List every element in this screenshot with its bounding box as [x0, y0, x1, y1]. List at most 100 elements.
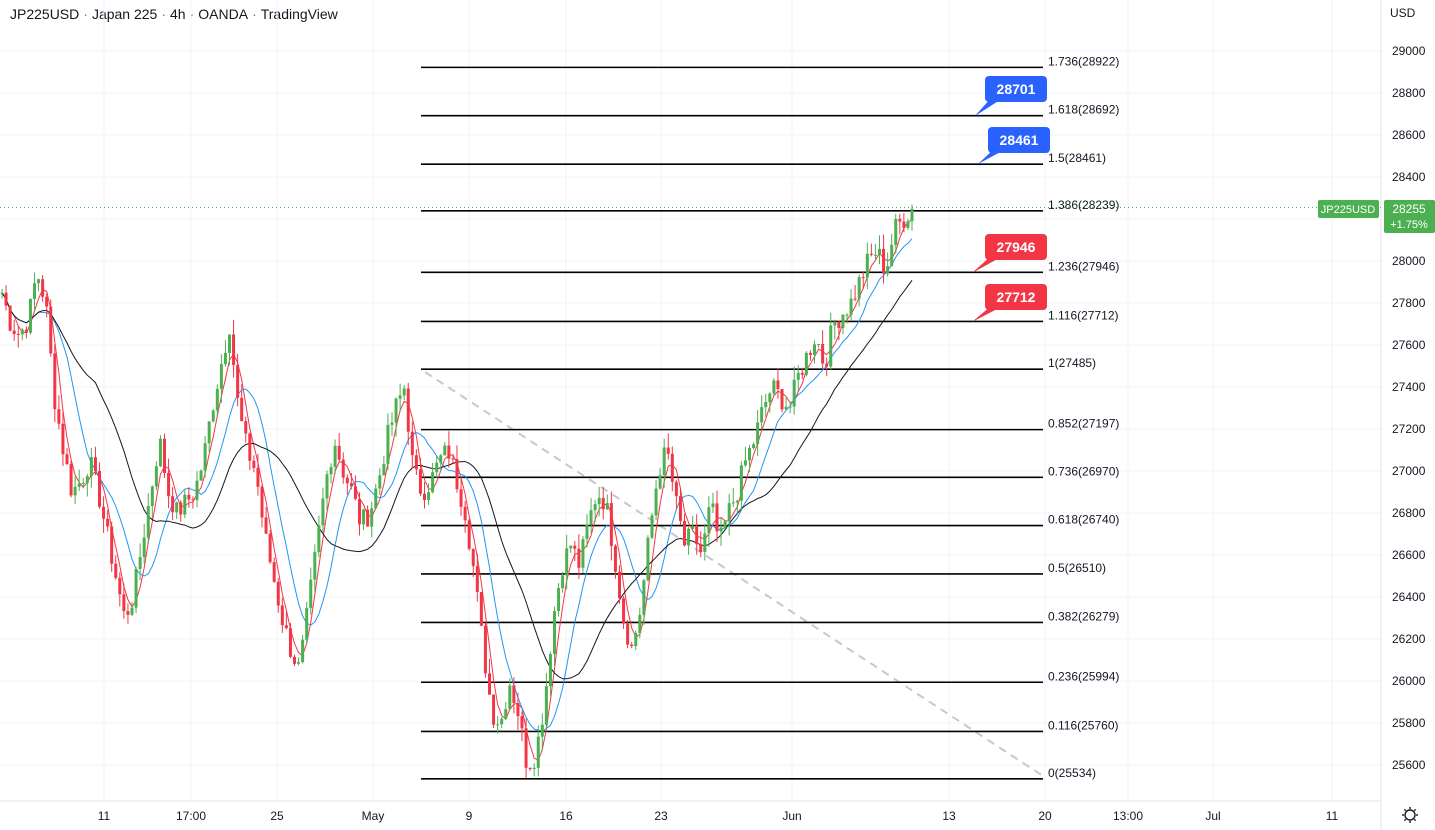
instrument-name: Japan 225	[91, 6, 158, 22]
candle-body	[861, 277, 865, 279]
candle-body	[158, 438, 162, 467]
candle-body	[163, 438, 166, 473]
time-tick-label: 25	[270, 809, 284, 823]
time-axis[interactable]: 11 17:00 25 May 9 16 23 Jun 13 20 13:00 Jul 11	[98, 809, 1339, 823]
candle-body	[784, 406, 788, 410]
candle-body	[435, 462, 439, 473]
candle-body	[849, 298, 853, 315]
candle-body	[333, 445, 337, 467]
candle-body	[382, 463, 386, 476]
symbol-label[interactable]: JP225USD	[10, 6, 80, 22]
candle-body	[358, 498, 361, 525]
time-tick-label: 16	[559, 809, 573, 823]
price-tick-label: 29000	[1392, 44, 1426, 58]
interval-label[interactable]: 4h	[170, 6, 186, 22]
candle-body	[248, 433, 252, 461]
candle-body	[723, 521, 727, 528]
candle-body	[678, 496, 682, 521]
candle-body	[544, 686, 548, 725]
candle-body	[272, 562, 276, 582]
candle-body	[878, 248, 881, 255]
candle-body	[418, 469, 422, 494]
candle-body	[53, 353, 57, 410]
candle-body	[683, 520, 686, 546]
candle-body	[264, 517, 268, 534]
price-tick-label: 27600	[1392, 338, 1426, 352]
price-tick-label: 25800	[1392, 716, 1426, 730]
candle-body	[16, 334, 20, 336]
candle-body	[585, 524, 589, 540]
candle-body	[508, 685, 512, 710]
fibonacci-extension[interactable]: 0(25534) 0.116(25760) 0.236(25994) 0.382(26…	[421, 54, 1119, 780]
time-tick-label: 20	[1038, 809, 1052, 823]
candle-body	[512, 685, 516, 703]
price-axis[interactable]: 25600 25800 26000 26200 26400 26600 26800 27000…	[1392, 44, 1426, 772]
candle-body	[341, 459, 345, 478]
candle-body	[167, 472, 171, 497]
candle-body	[24, 329, 28, 333]
candle-body	[45, 296, 49, 307]
candle-body	[772, 380, 776, 394]
candle-body	[821, 343, 825, 364]
candle-body	[573, 545, 577, 549]
candle-body	[727, 503, 731, 522]
candle-body	[175, 502, 179, 513]
candle-body	[569, 545, 573, 549]
price-tick-label: 27000	[1392, 464, 1426, 478]
candle-body	[390, 422, 394, 425]
price-tick-label: 28000	[1392, 254, 1426, 268]
candle-body	[195, 480, 199, 500]
candle-body	[0, 292, 4, 294]
candle-body	[630, 644, 634, 647]
candle-body	[869, 253, 873, 255]
candle-body	[203, 443, 207, 471]
price-tick-label: 27400	[1392, 380, 1426, 394]
callout-label: 27946	[997, 239, 1036, 255]
candle-body	[81, 482, 85, 484]
fib-level-label: 1.236(27946)	[1048, 259, 1119, 273]
candle-body	[138, 557, 142, 569]
candle-body	[325, 474, 329, 499]
candles	[0, 204, 914, 779]
candle-body	[593, 504, 597, 511]
price-callouts[interactable]: 28701 28461 27946 27712	[972, 76, 1050, 322]
candle-body	[500, 718, 504, 725]
candle-body	[804, 352, 808, 375]
candle-body	[906, 221, 910, 228]
candle-body	[199, 470, 203, 481]
candle-body	[792, 379, 796, 407]
candle-body	[57, 409, 61, 424]
candle-body	[154, 466, 158, 487]
candle-body	[890, 244, 894, 267]
candle-body	[837, 321, 841, 328]
candle-body	[748, 447, 751, 461]
candle-body	[240, 397, 244, 422]
candle-body	[386, 424, 390, 464]
candle-body	[557, 588, 561, 612]
candle-body	[223, 352, 227, 365]
candle-body	[540, 724, 544, 737]
candle-body	[61, 423, 65, 455]
candle-body	[114, 563, 118, 578]
price-change: +1.75%	[1390, 219, 1428, 231]
grid	[0, 0, 1381, 801]
candle-body	[207, 421, 211, 444]
price-tick-label: 27800	[1392, 296, 1426, 310]
candle-body	[524, 728, 528, 768]
candle-body	[776, 380, 780, 390]
candle-body	[536, 736, 540, 768]
candle-body	[256, 467, 260, 487]
candle-body	[394, 398, 398, 423]
candle-body	[244, 421, 248, 434]
candle-body	[597, 497, 601, 505]
candle-body	[496, 724, 500, 726]
fib-level-label: 1.618(28692)	[1048, 103, 1119, 117]
price-callout: 28461	[978, 127, 1050, 164]
candle-body	[146, 505, 150, 538]
candle-body	[589, 510, 593, 525]
candle-body	[77, 483, 81, 487]
currency-label[interactable]: USD	[1390, 6, 1416, 20]
time-tick-label: 23	[654, 809, 668, 823]
settings-gear-icon[interactable]	[1402, 807, 1418, 823]
